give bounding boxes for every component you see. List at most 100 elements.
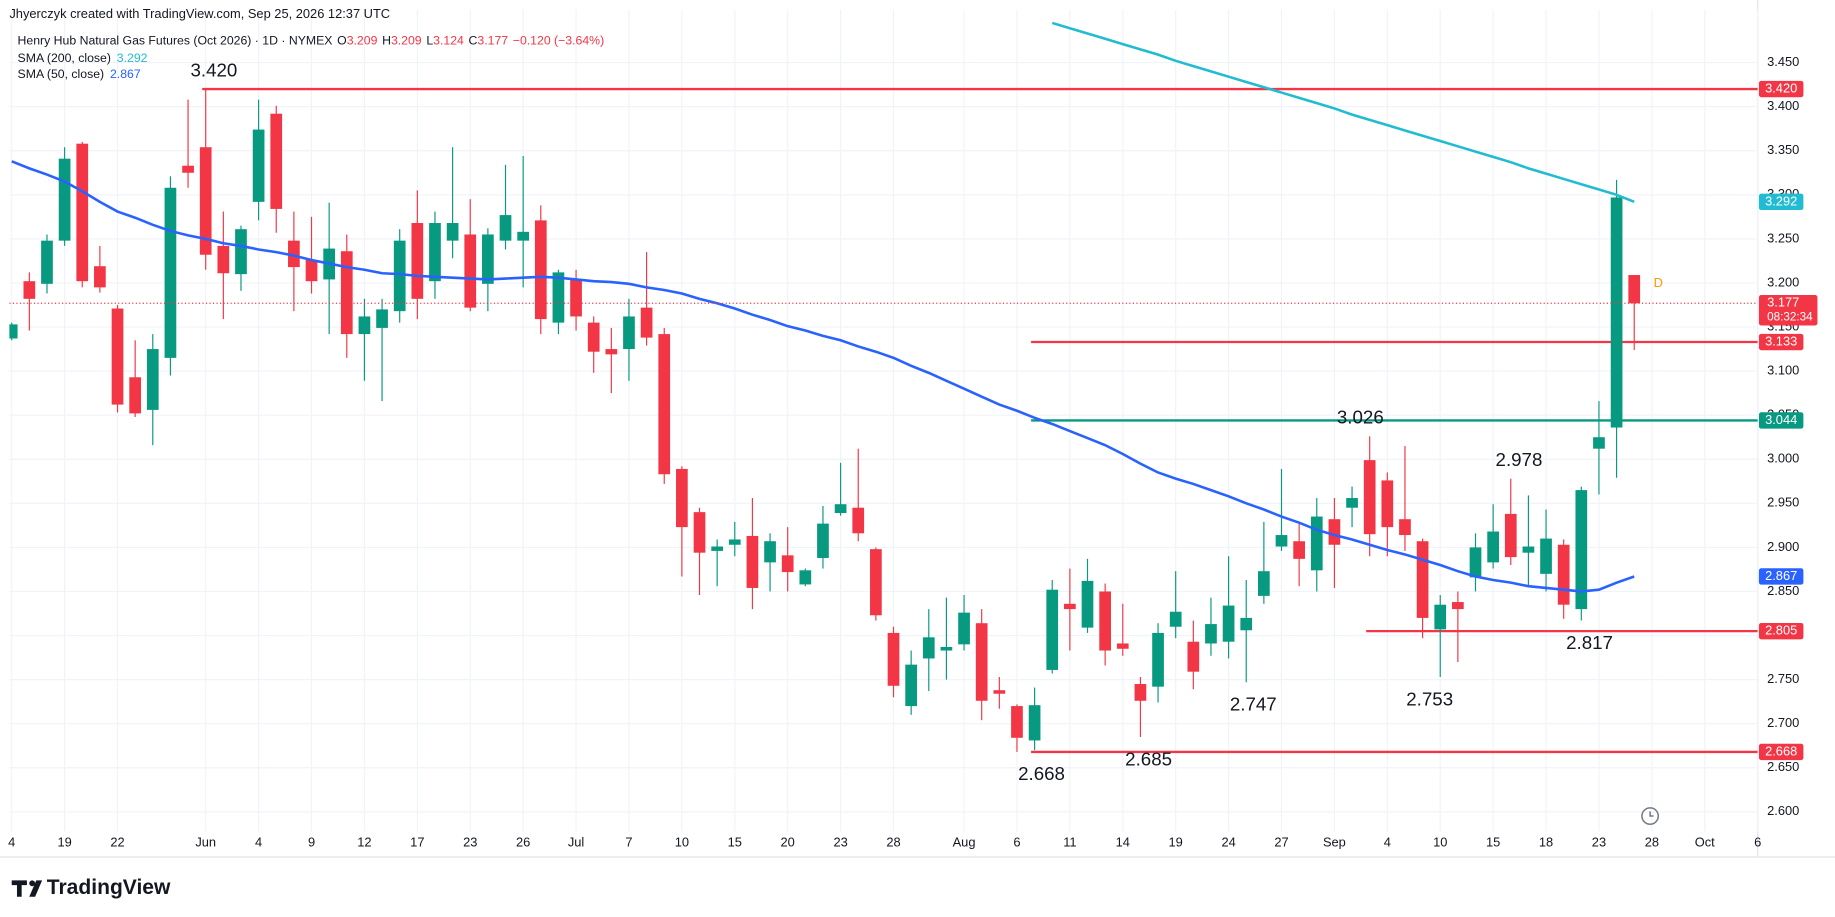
y-tick-label: 3.450: [1767, 54, 1799, 69]
y-tick-label: 2.700: [1767, 715, 1799, 730]
candle-body: [1575, 490, 1588, 610]
candle-body: [482, 234, 494, 284]
candle-body: [1310, 516, 1323, 571]
candle-body: [41, 240, 53, 284]
candle-body: [464, 234, 477, 308]
level-badge: 2.668: [1765, 743, 1797, 758]
ohlc-value: 3.177: [477, 34, 508, 48]
x-tick-label: 4: [8, 834, 15, 849]
x-tick-label: 7: [625, 834, 632, 849]
x-tick-label: 28: [1645, 834, 1659, 849]
candle-body: [1293, 541, 1305, 559]
candle-body: [764, 541, 776, 563]
level-badge-bg: [1758, 743, 1804, 761]
candle-body: [23, 281, 36, 299]
x-tick-label: 6: [1013, 834, 1020, 849]
candle-body: [834, 504, 847, 514]
candle-body: [905, 664, 917, 707]
candle-body: [199, 147, 212, 255]
candle-body: [164, 187, 177, 358]
sma-badge: 3.292: [1765, 193, 1797, 208]
x-tick-label: 4: [1384, 834, 1391, 849]
candle-body: [552, 272, 565, 323]
candle-body: [993, 690, 1006, 694]
event-marker: D: [1654, 275, 1663, 290]
sma-badge: 2.867: [1765, 568, 1797, 583]
candle-body: [1469, 547, 1482, 578]
x-tick-label: 19: [1169, 834, 1183, 849]
candle-body: [534, 220, 547, 320]
candle-body: [1258, 571, 1270, 596]
y-tick-label: 2.850: [1767, 583, 1799, 598]
candle-body: [887, 632, 900, 686]
y-tick-label: 3.400: [1767, 98, 1799, 113]
candle-body: [270, 113, 283, 209]
candle-body: [1116, 643, 1129, 649]
candle-body: [623, 316, 635, 350]
y-tick-label: 3.000: [1767, 451, 1799, 466]
candle-body: [605, 349, 618, 355]
legend-name: SMA (50, close): [18, 67, 105, 81]
candle-body: [429, 223, 441, 282]
x-tick-label: 10: [675, 834, 689, 849]
ohlc-key: L: [426, 34, 433, 48]
price-annotation: 3.420: [190, 59, 237, 80]
price-annotation: 2.685: [1125, 748, 1172, 769]
candle-body: [1346, 498, 1358, 508]
candle-body: [1240, 617, 1253, 631]
candle-body: [58, 158, 71, 241]
candle-body: [393, 240, 406, 312]
x-tick-label: Jun: [195, 834, 216, 849]
credit: Jhyerczyk created with TradingView.com, …: [9, 6, 390, 21]
candle-body: [376, 309, 388, 328]
y-tick-label: 2.600: [1767, 803, 1799, 818]
candle-body: [1487, 531, 1499, 563]
ohlc-value: 3.209: [391, 34, 422, 48]
candle-body: [817, 523, 829, 558]
candle-body: [217, 245, 230, 274]
candle-body: [1187, 641, 1200, 672]
grid: [9, 9, 1759, 832]
price-annotation: 2.747: [1230, 694, 1277, 715]
x-tick-label: 19: [57, 834, 71, 849]
candle-body: [781, 555, 794, 573]
candle-body: [1416, 541, 1429, 618]
price-annotation: 2.668: [1018, 763, 1065, 784]
price-annotation: 2.978: [1496, 449, 1543, 470]
candle-body: [676, 468, 688, 528]
x-tick-label: Sep: [1323, 834, 1346, 849]
candle-body: [1540, 538, 1552, 574]
y-tick-label: 3.250: [1767, 230, 1799, 245]
x-tick-label: 11: [1063, 834, 1076, 849]
x-tick-label: 28: [886, 834, 900, 849]
x-tick-label: 6: [1754, 834, 1761, 849]
candle-body: [146, 349, 159, 410]
y-tick-label: 2.950: [1767, 495, 1799, 510]
candle-body: [587, 322, 600, 352]
candle-body: [9, 324, 18, 339]
x-tick-label: 20: [781, 834, 795, 849]
x-tick-label: Oct: [1695, 834, 1715, 849]
title-text: Henry Hub Natural Gas Futures (Oct 2026)…: [18, 34, 333, 48]
candle-body: [1628, 275, 1641, 304]
x-tick-label: Jul: [568, 834, 584, 849]
legend-entry: SMA (200, close) 3.292: [18, 51, 148, 65]
candle-body: [1205, 624, 1217, 644]
price-annotation: 2.753: [1406, 688, 1453, 709]
candle-body: [1399, 519, 1411, 536]
candle-body: [182, 165, 194, 173]
legend-entry: SMA (50, close) 2.867: [18, 67, 141, 81]
candle-body: [1452, 602, 1464, 610]
sma-badge-bg: [1758, 193, 1804, 211]
x-tick-label: 12: [357, 834, 371, 849]
candle-body: [288, 240, 300, 268]
candle-body: [235, 229, 247, 275]
candle-body: [358, 316, 371, 335]
candle-body: [1610, 197, 1623, 428]
last-price-badge: 3.177: [1767, 295, 1799, 310]
candle-body: [411, 223, 424, 299]
ohlc-value: 3.124: [433, 34, 464, 48]
candle-body: [517, 231, 530, 241]
level-badge: 3.133: [1765, 333, 1797, 348]
candle-body: [1275, 535, 1288, 547]
